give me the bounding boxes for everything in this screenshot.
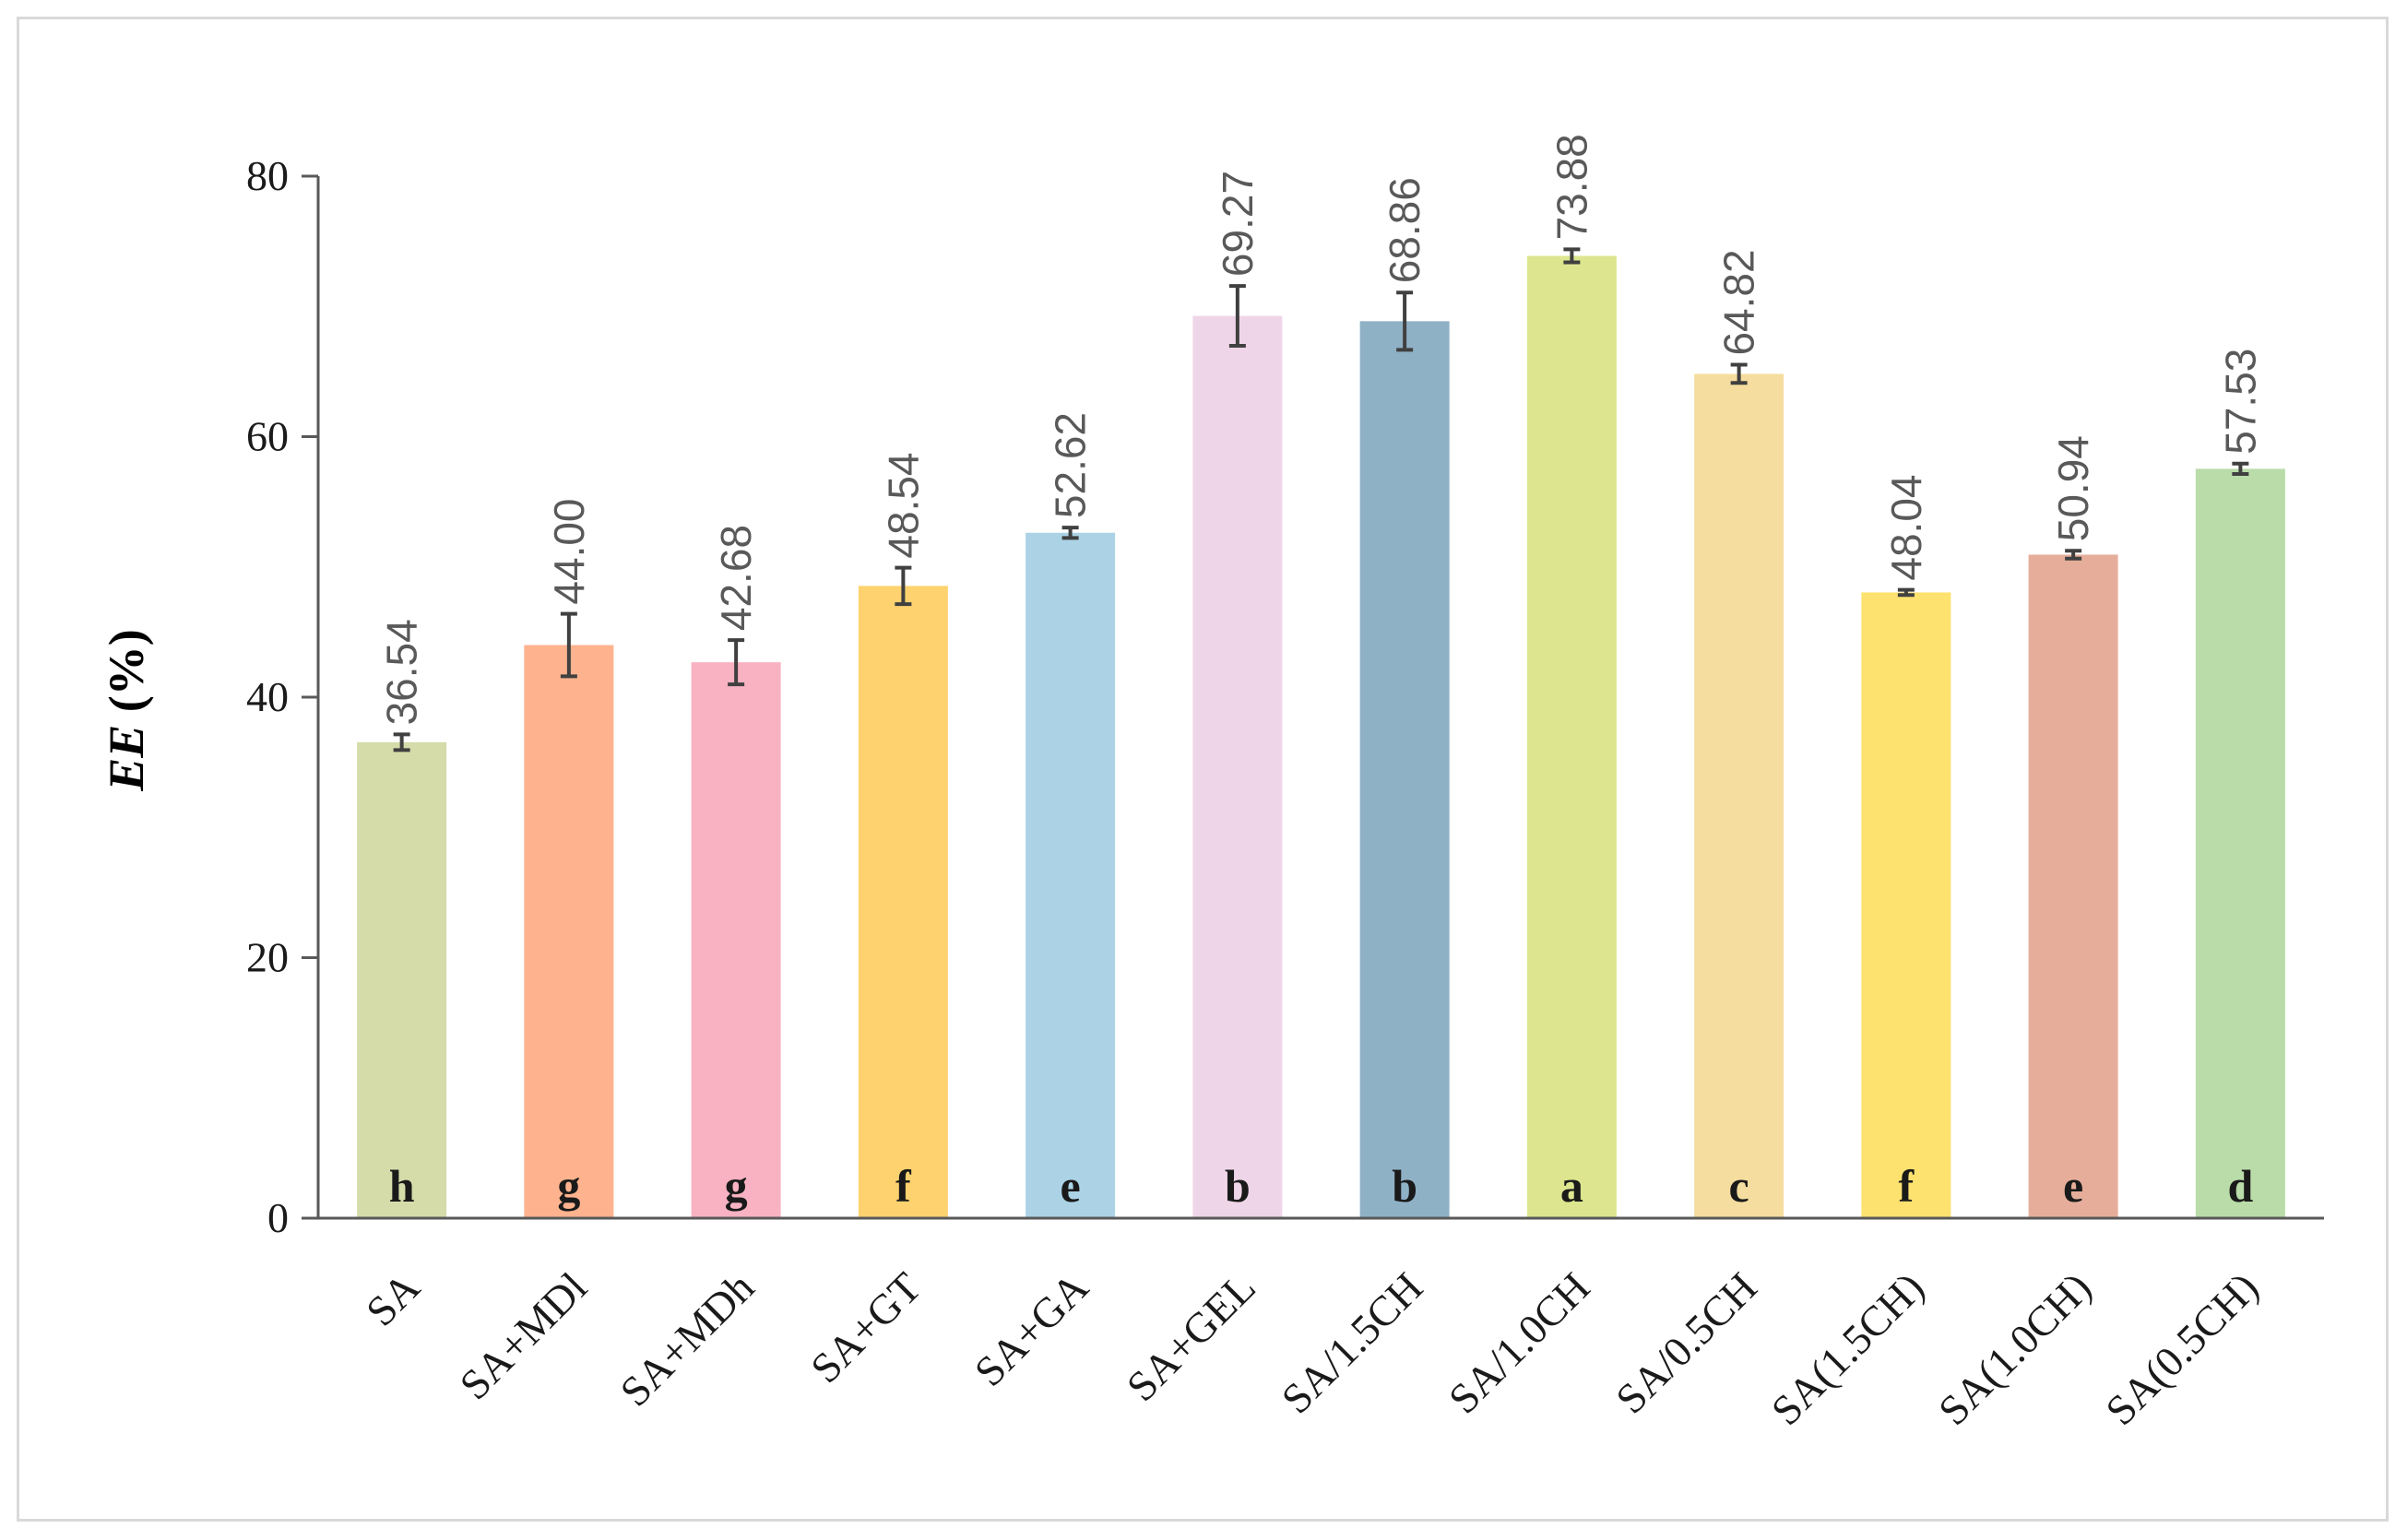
category-label-7: SA/1.0CH bbox=[1440, 1263, 1599, 1423]
y-tick-label-0: 0 bbox=[267, 1194, 289, 1241]
category-label-10: SA(1.0CH) bbox=[1929, 1263, 2100, 1434]
category-label-3: SA+GT bbox=[801, 1263, 930, 1392]
bar-5 bbox=[1192, 315, 1283, 1218]
error-bar-8 bbox=[1730, 362, 1748, 385]
significance-letter-8: c bbox=[1729, 1160, 1749, 1212]
value-label-1: 44.00 bbox=[545, 498, 593, 604]
value-label-8: 64.82 bbox=[1715, 249, 1763, 355]
category-label-4: SA+GA bbox=[966, 1263, 1097, 1395]
error-bar-10 bbox=[2065, 549, 2082, 561]
error-bar-3 bbox=[895, 565, 912, 607]
category-label-1: SA+MDl bbox=[451, 1263, 596, 1408]
significance-letter-10: e bbox=[2063, 1160, 2083, 1212]
category-label-2: SA+MDh bbox=[611, 1263, 764, 1416]
bar-1 bbox=[524, 645, 614, 1218]
y-axis-title-plain: (%) bbox=[99, 629, 154, 724]
significance-letter-6: b bbox=[1392, 1160, 1417, 1212]
axes-layer bbox=[302, 174, 2324, 1220]
bar-4 bbox=[1026, 532, 1116, 1218]
category-label-6: SA/1.5CH bbox=[1273, 1263, 1432, 1423]
value-label-5: 69.27 bbox=[1214, 171, 1262, 277]
y-tick-label-3: 60 bbox=[246, 413, 289, 460]
error-bar-9 bbox=[1897, 587, 1915, 598]
significance-letter-9: f bbox=[1899, 1160, 1915, 1212]
error-bar-2 bbox=[728, 638, 745, 687]
error-bar-0 bbox=[393, 732, 410, 752]
bar-6 bbox=[1359, 321, 1450, 1218]
significance-letter-2: g bbox=[725, 1160, 748, 1212]
value-label-4: 52.62 bbox=[1047, 412, 1095, 518]
significance-letter-1: g bbox=[557, 1160, 580, 1212]
significance-letter-11: d bbox=[2227, 1160, 2253, 1212]
value-label-10: 50.94 bbox=[2049, 435, 2097, 541]
category-label-8: SA/0.5CH bbox=[1607, 1263, 1766, 1423]
value-label-2: 42.68 bbox=[712, 525, 760, 631]
value-label-9: 48.04 bbox=[1882, 474, 1930, 580]
value-label-11: 57.53 bbox=[2216, 349, 2264, 455]
bar-3 bbox=[858, 586, 948, 1218]
bar-7 bbox=[1526, 255, 1617, 1218]
bar-9 bbox=[1861, 592, 1951, 1218]
significance-letter-7: a bbox=[1560, 1160, 1583, 1212]
value-label-6: 68.86 bbox=[1381, 177, 1429, 283]
significance-letter-4: e bbox=[1061, 1160, 1081, 1212]
significance-letter-0: h bbox=[389, 1160, 415, 1212]
error-bar-11 bbox=[2232, 461, 2249, 477]
error-bar-5 bbox=[1228, 284, 1246, 349]
error-bar-6 bbox=[1396, 290, 1414, 352]
error-bar-4 bbox=[1061, 526, 1079, 540]
y-tick-label-2: 40 bbox=[246, 673, 289, 720]
bars-layer bbox=[357, 247, 2285, 1219]
error-bar-7 bbox=[1563, 247, 1581, 265]
svg-text:EE (%): EE (%) bbox=[99, 629, 154, 792]
y-tick-label-1: 20 bbox=[246, 934, 289, 981]
bar-0 bbox=[357, 741, 447, 1218]
bar-11 bbox=[2195, 468, 2285, 1218]
error-bar-1 bbox=[560, 611, 577, 679]
y-axis-title-italic: EE bbox=[99, 725, 154, 792]
category-label-11: SA(0.5CH) bbox=[2096, 1263, 2267, 1434]
significance-letter-5: b bbox=[1225, 1160, 1251, 1212]
value-label-0: 36.54 bbox=[378, 619, 426, 725]
significance-letter-3: f bbox=[895, 1160, 912, 1212]
category-label-9: SA(1.5CH) bbox=[1762, 1263, 1933, 1434]
bar-2 bbox=[691, 662, 781, 1218]
y-tick-label-4: 80 bbox=[246, 152, 289, 199]
bar-10 bbox=[2028, 554, 2118, 1218]
value-label-7: 73.88 bbox=[1547, 134, 1595, 240]
category-label-0: SA bbox=[357, 1263, 429, 1335]
y-axis-title: EE (%) bbox=[99, 629, 154, 792]
bar-8 bbox=[1694, 373, 1784, 1219]
value-label-3: 48.54 bbox=[879, 452, 927, 558]
category-label-5: SA+GEL bbox=[1118, 1263, 1264, 1410]
